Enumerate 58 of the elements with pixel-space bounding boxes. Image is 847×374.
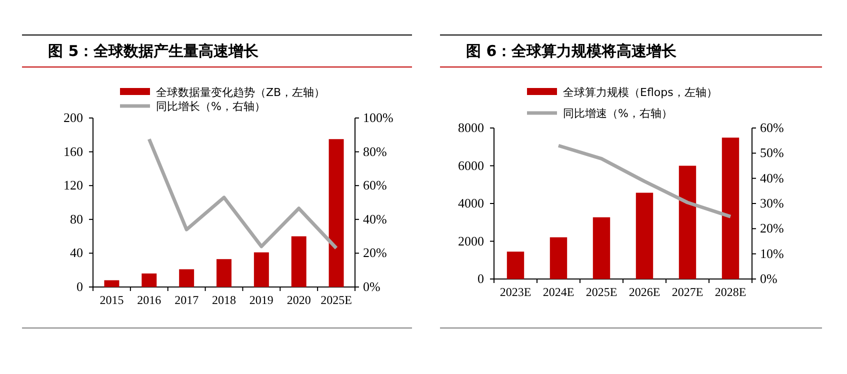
y-tick-label: 6000 [458, 158, 484, 173]
x-tick-label: 2025E [320, 293, 352, 307]
bar [550, 237, 568, 279]
bar [216, 259, 232, 287]
line-series [147, 137, 338, 250]
y2-tick-label: 0% [760, 271, 778, 286]
x-tick-label: 2024E [542, 285, 574, 299]
y-tick-label: 0 [478, 271, 484, 286]
x-tick-label: 2015 [100, 293, 124, 307]
x-tick-label: 2026E [628, 285, 660, 299]
x-tick-label: 2023E [500, 285, 532, 299]
bar [142, 273, 157, 287]
y2-tick-label: 80% [363, 144, 387, 159]
chart-title: 图 6：全球算力规模将高速增长 [466, 42, 678, 60]
y2-tick-label: 100% [363, 110, 394, 125]
legend-label: 全球算力规模（Eflops，左轴） [563, 86, 718, 99]
y-tick-label: 120 [64, 178, 83, 193]
y2-tick-label: 0% [363, 279, 380, 294]
y2-tick-label: 40% [363, 211, 387, 226]
y-tick-label: 200 [64, 110, 83, 125]
bar [678, 166, 696, 279]
bar [506, 252, 524, 279]
bar [636, 192, 654, 279]
y2-tick-label: 60% [760, 120, 784, 135]
y-tick-label: 160 [64, 144, 83, 159]
bar [592, 217, 610, 279]
y2-tick-label: 60% [363, 178, 387, 193]
x-tick-label: 2019 [249, 293, 274, 307]
chart-title: 图 5：全球数据产生量高速增长 [48, 42, 260, 60]
bar [254, 252, 269, 287]
x-tick-label: 2028E [714, 285, 746, 299]
bar [179, 269, 194, 287]
legend-label: 全球数据量变化趋势（ZB，左轴） [156, 86, 326, 99]
x-tick-label: 2025E [586, 285, 618, 299]
x-tick-label: 2027E [672, 285, 704, 299]
bar [328, 139, 344, 287]
y2-tick-label: 20% [760, 220, 784, 236]
y-tick-label: 40 [70, 245, 83, 260]
x-tick-label: 2016 [137, 293, 162, 307]
legend-label: 同比增速（%，右轴） [563, 107, 672, 120]
y2-tick-label: 40% [760, 170, 784, 186]
y-tick-label: 80 [70, 211, 83, 226]
legend-label: 同比增长（%，右轴） [156, 100, 266, 113]
x-tick-label: 2017 [174, 293, 199, 307]
y-tick-label: 2000 [458, 233, 484, 248]
bar [722, 138, 740, 279]
x-tick-label: 2018 [212, 293, 236, 307]
x-tick-label: 2020 [286, 293, 311, 307]
y2-tick-label: 10% [760, 246, 784, 261]
bar [291, 236, 306, 287]
y2-tick-label: 20% [363, 245, 387, 260]
y-tick-label: 4000 [458, 196, 484, 210]
y-tick-label: 0 [76, 279, 83, 294]
line-series [556, 144, 732, 218]
bar [104, 280, 120, 287]
y2-tick-label: 50% [760, 145, 784, 160]
y-tick-label: 8000 [458, 120, 484, 135]
y2-tick-label: 30% [760, 196, 784, 210]
